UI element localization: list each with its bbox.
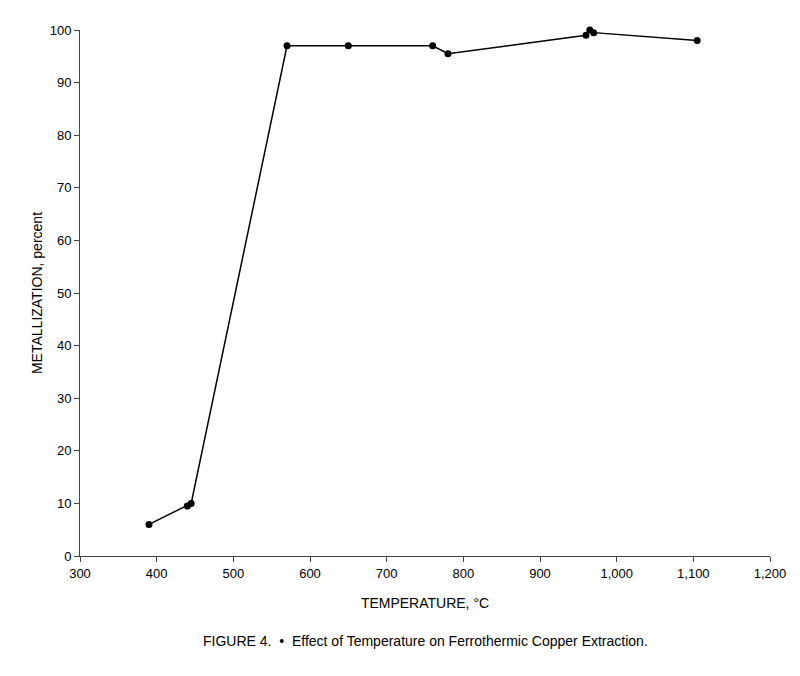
svg-text:80: 80 bbox=[57, 128, 71, 143]
svg-text:1,000: 1,000 bbox=[600, 566, 633, 581]
svg-text:30: 30 bbox=[57, 391, 71, 406]
svg-text:700: 700 bbox=[376, 566, 398, 581]
svg-text:METALLIZATION, percent: METALLIZATION, percent bbox=[29, 212, 45, 374]
svg-text:100: 100 bbox=[50, 23, 72, 38]
svg-text:FIGURE 4. • Effect of Temper: FIGURE 4. • Effect of Temperature on Fer… bbox=[203, 633, 648, 649]
svg-text:600: 600 bbox=[299, 566, 321, 581]
svg-text:70: 70 bbox=[57, 180, 71, 195]
svg-text:50: 50 bbox=[57, 286, 71, 301]
svg-text:1,100: 1,100 bbox=[677, 566, 710, 581]
svg-text:900: 900 bbox=[529, 566, 551, 581]
svg-text:10: 10 bbox=[57, 496, 71, 511]
svg-text:TEMPERATURE, °C: TEMPERATURE, °C bbox=[361, 595, 489, 611]
svg-text:0: 0 bbox=[64, 549, 71, 564]
svg-text:20: 20 bbox=[57, 443, 71, 458]
svg-text:90: 90 bbox=[57, 75, 71, 90]
svg-text:300: 300 bbox=[69, 566, 91, 581]
svg-text:1,200: 1,200 bbox=[754, 566, 787, 581]
svg-text:60: 60 bbox=[57, 233, 71, 248]
svg-text:40: 40 bbox=[57, 338, 71, 353]
svg-text:800: 800 bbox=[452, 566, 474, 581]
svg-text:500: 500 bbox=[222, 566, 244, 581]
svg-text:400: 400 bbox=[146, 566, 168, 581]
